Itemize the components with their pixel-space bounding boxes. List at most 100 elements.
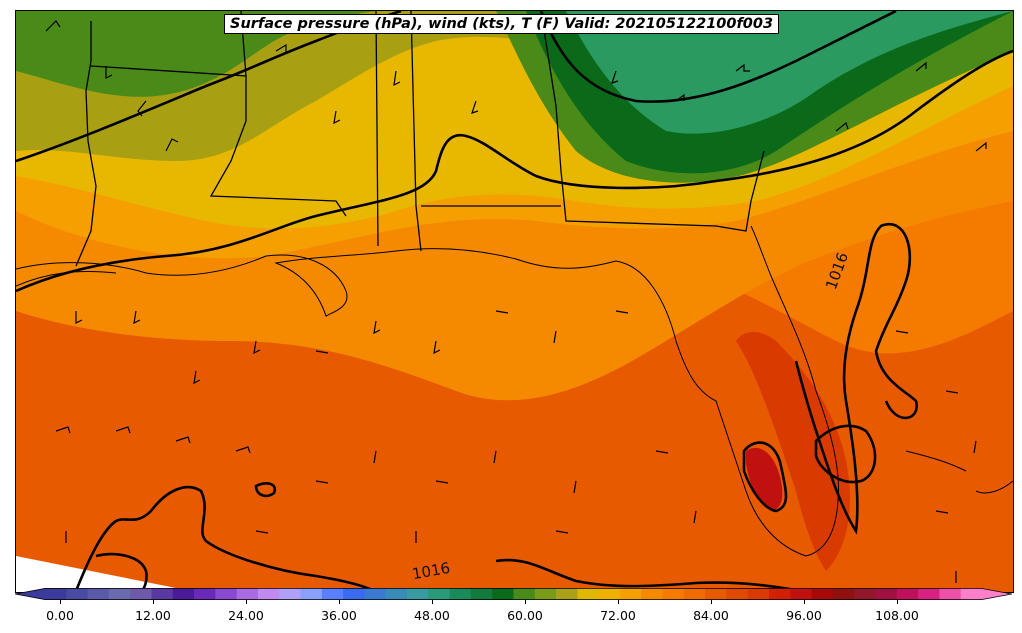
colorbar-tick <box>525 600 526 604</box>
colorbar-swatch <box>619 588 642 600</box>
colorbar-swatch <box>811 588 834 600</box>
wind-barb <box>255 530 269 534</box>
wind-barb <box>611 70 619 84</box>
wind-barb <box>615 310 629 314</box>
wind-barb <box>105 66 113 79</box>
colorbar-swatch <box>726 588 749 600</box>
wind-barb <box>553 330 557 344</box>
colorbar-swatch <box>534 588 557 600</box>
colorbar-swatch <box>194 588 216 600</box>
wind-barb <box>495 310 509 314</box>
wind-barb <box>435 480 449 484</box>
wind-barb <box>373 450 377 464</box>
weather-map <box>15 10 1014 593</box>
wind-barb <box>493 450 497 464</box>
colorbar-swatch <box>513 588 536 600</box>
wind-barb <box>315 350 329 354</box>
state-boundaries <box>75 11 765 267</box>
isobar-closed-florida <box>742 441 788 513</box>
colorbar-tick <box>897 600 898 604</box>
isobar-closed-small <box>254 482 277 498</box>
boundary-mississippi-alabama <box>375 11 379 247</box>
colorbar-swatch <box>66 588 89 600</box>
colorbar-swatch <box>470 588 493 600</box>
wind-barb <box>373 320 381 335</box>
isobar-coastal <box>16 49 1013 293</box>
wind-barb <box>133 310 141 325</box>
colorbar-swatch <box>598 588 621 600</box>
colorbar-swatch <box>300 588 323 600</box>
wind-barb <box>945 390 959 394</box>
wind-barb <box>975 141 987 152</box>
colorbar-tick-label: 12.00 <box>135 608 171 623</box>
wind-barb <box>735 63 750 72</box>
colorbar-swatch <box>790 588 813 600</box>
boundary-georgia-florida <box>540 11 765 232</box>
colorbar-swatch <box>407 588 429 600</box>
colorbar-swatch <box>236 588 259 600</box>
map-canvas <box>16 11 1013 592</box>
colorbar-swatch <box>960 588 983 600</box>
colorbar-swatch <box>449 588 472 600</box>
boundary-texas-louisiana <box>75 21 97 267</box>
colorbar-swatch <box>172 588 195 600</box>
colorbar-swatch <box>130 588 152 600</box>
colorbar-swatch <box>108 588 131 600</box>
map-title: Surface pressure (hPa), wind (kts), T (F… <box>224 14 780 34</box>
isobar-northeast <box>539 11 897 103</box>
colorbar-swatch <box>662 588 685 600</box>
colorbar-tick-label: 36.00 <box>321 608 357 623</box>
wind-barb <box>75 311 83 324</box>
colorbar-tick <box>339 600 340 604</box>
colorbar-swatch <box>151 588 174 600</box>
bahamas <box>905 450 1013 494</box>
colorbar-swatch <box>343 588 365 600</box>
colorbar-swatch <box>492 588 514 600</box>
wind-barb <box>895 330 909 334</box>
gulf-coastline <box>16 225 840 557</box>
wind-barb <box>433 340 441 355</box>
wind-barb <box>45 20 61 32</box>
isobar-south <box>495 558 807 592</box>
colorbar-swatch <box>385 588 408 600</box>
colorbar-extend-low <box>15 588 45 600</box>
isobar-florida-east <box>794 223 918 535</box>
colorbar-swatch <box>556 588 578 600</box>
colorbar-swatch <box>428 588 451 600</box>
isobar-closed-east <box>814 424 877 484</box>
colorbar-tick-label: 60.00 <box>507 608 543 623</box>
temp-fill-florida-peninsula <box>736 332 850 571</box>
wind-barb <box>175 436 191 444</box>
colorbar-swatch <box>939 588 962 600</box>
wind-barb <box>137 100 147 117</box>
wind-barb <box>253 340 261 355</box>
wind-barb <box>655 450 669 454</box>
wind-barb <box>835 121 849 132</box>
colorbar-tick <box>153 600 154 604</box>
colorbar-swatch <box>321 588 344 600</box>
colorbar-swatch <box>832 588 855 600</box>
colorbar-tick <box>618 600 619 604</box>
temp-fill-florida-hotspot <box>745 447 783 510</box>
colorbar-swatch <box>896 588 919 600</box>
colorbar-swatch <box>918 588 940 600</box>
colorbar-tick-label: 0.00 <box>46 608 74 623</box>
colorbar-swatch <box>747 588 770 600</box>
map-edge-blank <box>16 556 196 592</box>
wind-barb <box>915 61 927 72</box>
wind-barb <box>973 440 977 454</box>
wind-barb <box>693 510 697 524</box>
wind-barb <box>393 70 401 87</box>
colorbar-swatch <box>87 588 110 600</box>
colorbar-swatch <box>854 588 877 600</box>
boundary-alabama-west <box>410 11 422 252</box>
wind-barb <box>275 43 287 53</box>
wind-barb <box>675 93 685 102</box>
colorbar-swatch <box>705 588 727 600</box>
colorbar-tick-label: 108.00 <box>875 608 919 623</box>
colorbar-swatch <box>769 588 791 600</box>
wind-barb <box>333 110 341 125</box>
colorbar <box>15 588 1012 600</box>
colorbar-swatch <box>364 588 387 600</box>
wind-barb <box>935 510 949 514</box>
